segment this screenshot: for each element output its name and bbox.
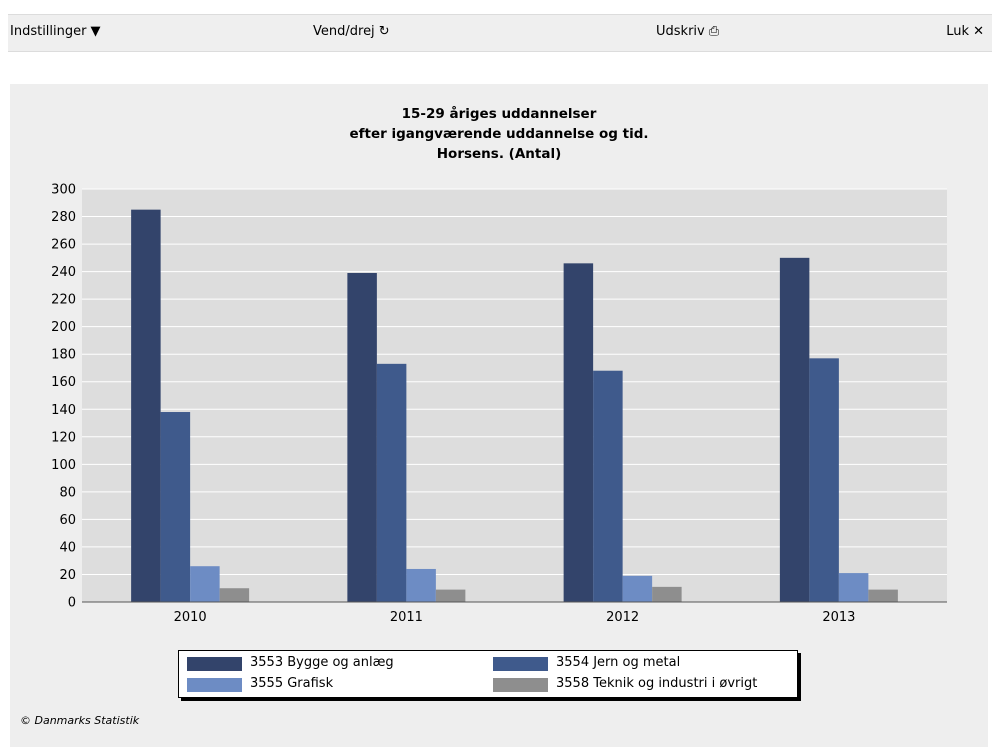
bar [406, 568, 436, 602]
copyright-text: © Danmarks Statistik [20, 714, 140, 727]
y-tick-label: 0 [68, 596, 76, 611]
y-tick-label: 60 [59, 513, 76, 528]
bar [838, 573, 869, 602]
bar [622, 575, 653, 602]
bar [809, 358, 839, 602]
legend-label: 3558 Teknik og industri i øvrigt [556, 676, 758, 691]
bar-chart: 0 20 40 60 80 100 120 140 160 180 200 220 240 260 280 3… [51, 183, 947, 625]
bar [593, 370, 623, 602]
bar [131, 209, 161, 602]
bar [779, 257, 810, 602]
bar [652, 586, 682, 602]
legend-label: 3554 Jern og metal [556, 655, 681, 670]
print-button[interactable]: Udskriv ⎙ [656, 24, 719, 39]
bar [563, 263, 594, 602]
settings-label: Indstillinger [10, 24, 87, 39]
legend-swatch [493, 657, 548, 671]
x-tick-label: 2010 [174, 610, 207, 625]
y-tick-label: 160 [51, 375, 76, 390]
chevron-down-icon: ▼ [90, 24, 101, 39]
chart-panel: 15-29 åriges uddannelser efter igangvære… [10, 84, 988, 747]
rotate-button[interactable]: Vend/drej ↻ [313, 24, 390, 39]
chart-title-line-2: efter igangværende uddannelse og tid. [349, 126, 649, 142]
bar [190, 566, 220, 602]
bar [868, 589, 898, 602]
legend-label: 3553 Bygge og anlæg [250, 655, 394, 670]
y-tick-label: 20 [59, 568, 76, 583]
y-tick-label: 280 [51, 210, 76, 225]
legend-swatch [187, 678, 242, 692]
print-label: Udskriv [656, 24, 705, 39]
y-tick-label: 200 [51, 320, 76, 335]
bar [347, 272, 377, 602]
y-tick-label: 120 [51, 430, 76, 445]
x-tick-label: 2012 [606, 610, 639, 625]
chart-title: 15-29 åriges uddannelser efter igangvære… [10, 104, 988, 164]
toolbar: Indstillinger ▼ Vend/drej ↻ Udskriv ⎙ Luk ✕ [8, 14, 992, 52]
rotate-icon: ↻ [378, 24, 390, 39]
y-tick-label: 40 [59, 540, 76, 555]
legend-swatch [187, 657, 242, 671]
bar [219, 588, 250, 602]
legend-swatch [493, 678, 548, 692]
chart-title-line-3: Horsens. (Antal) [436, 146, 562, 162]
printer-icon: ⎙ [708, 24, 720, 39]
x-tick-label: 2011 [390, 610, 423, 625]
settings-menu-button[interactable]: Indstillinger ▼ [10, 24, 100, 39]
close-label: Luk [946, 24, 970, 39]
legend-label: 3555 Grafisk [250, 676, 334, 691]
y-tick-label: 80 [59, 485, 76, 500]
y-tick-label: 140 [51, 403, 76, 418]
bar [376, 363, 407, 602]
chart-legend: 3553 Bygge og anlæg 3554 Jern og metal 3… [178, 650, 798, 698]
y-tick-label: 180 [51, 348, 76, 363]
rotate-label: Vend/drej [313, 24, 375, 39]
y-tick-label: 100 [51, 458, 76, 473]
close-icon: ✕ [973, 24, 984, 39]
y-tick-label: 220 [51, 293, 76, 308]
chart-title-line-1: 15-29 åriges uddannelser [401, 106, 597, 122]
x-tick-label: 2013 [822, 610, 855, 625]
y-tick-label: 300 [51, 183, 76, 198]
close-button[interactable]: Luk ✕ [946, 24, 984, 39]
y-tick-label: 240 [51, 265, 76, 280]
y-tick-label: 260 [51, 238, 76, 253]
bar [435, 589, 466, 602]
bar [160, 412, 191, 602]
